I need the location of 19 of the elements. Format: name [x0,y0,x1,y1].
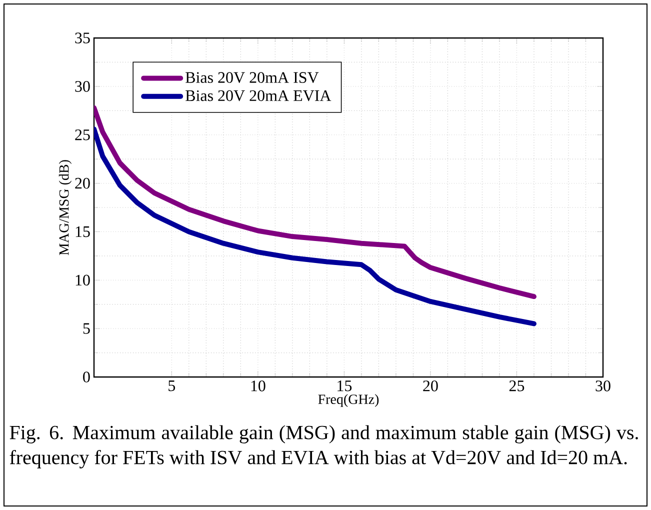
y-tick-label: 30 [75,81,90,92]
x-tick-label: 10 [251,380,266,392]
x-tick-label: 25 [509,380,524,392]
y-tick-label: 0 [83,372,90,382]
y-tick-label: 5 [83,323,90,334]
y-axis-title: MAG/MSG (dB) [58,160,72,256]
x-tick-label: 30 [596,380,610,392]
x-axis-title: Freq(GHz) [318,394,379,407]
y-tick-label: 35 [75,32,90,44]
y-tick-label: 10 [76,274,90,286]
legend-label: Bias 20V 20mA ISV [186,72,319,84]
x-tick-label: 5 [168,380,176,392]
legend-label: Bias 20V 20mA EVIA [186,90,332,102]
y-tick-label: 15 [76,226,90,238]
y-tick-label: 20 [75,178,90,189]
y-tick-label: 25 [75,129,90,140]
x-tick-label: 20 [423,380,438,392]
caption: Fig. 6. Maximum available gain (MSG) and maximum stable gain (MSG) vs. frequency for FETs with ISV and EVIA with bias at Vd=20V and Id=20 mA. [10,425,638,468]
x-tick-label: 15 [338,380,352,392]
